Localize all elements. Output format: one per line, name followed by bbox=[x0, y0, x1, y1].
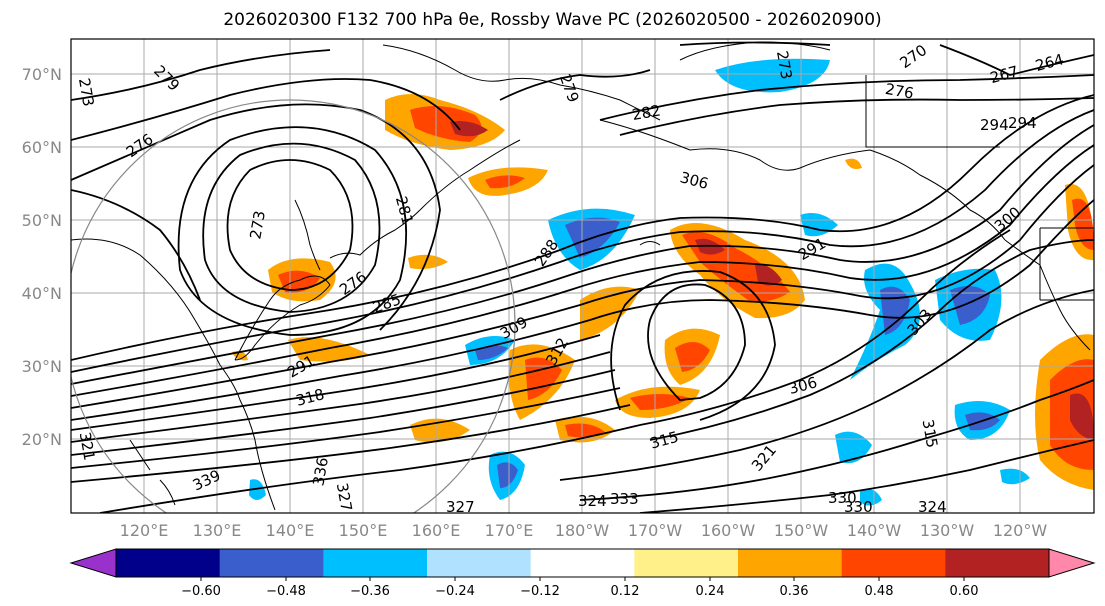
colorbar: −0.60 −0.48 −0.36 −0.24 −0.12 0.12 0.24 … bbox=[69, 548, 1096, 599]
contour-label: 273 bbox=[75, 77, 98, 108]
colorbar-cell bbox=[116, 549, 221, 577]
colorbar-cell bbox=[945, 549, 1050, 577]
map-title: 2026020300 F132 700 hPa θe, Rossby Wave … bbox=[223, 10, 882, 30]
contour-label: 324 bbox=[918, 498, 947, 516]
contour-label: 324 bbox=[578, 492, 607, 510]
lat-label-30n: 30°N bbox=[22, 357, 62, 376]
radius-circle bbox=[71, 99, 516, 513]
colorbar-tick-label: 0.24 bbox=[696, 584, 725, 599]
contour-label: 276 bbox=[884, 80, 915, 103]
colorbar-tick-label: −0.60 bbox=[181, 584, 221, 599]
colorbar-tick-labels: −0.60 −0.48 −0.36 −0.24 −0.12 0.12 0.24 … bbox=[181, 584, 978, 599]
lat-label-50n: 50°N bbox=[22, 211, 62, 230]
lat-label-20n: 20°N bbox=[22, 430, 62, 449]
lon-label: 160°W bbox=[701, 521, 756, 540]
lat-label-60n: 60°N bbox=[22, 138, 62, 157]
lon-labels: 120°E 130°E 140°E 150°E 160°E 170°E 180°… bbox=[120, 521, 1048, 540]
lon-label: 150°W bbox=[774, 521, 829, 540]
lon-label: 170°W bbox=[628, 521, 683, 540]
contour-label: 273 bbox=[246, 209, 269, 240]
colorbar-tick-label: 0.48 bbox=[865, 584, 894, 599]
graticule bbox=[71, 39, 1094, 513]
contour-label: 336 bbox=[309, 456, 332, 487]
colorbar-cell bbox=[219, 549, 324, 577]
colorbar-extend-max bbox=[1048, 548, 1096, 578]
contour-label: 330 bbox=[828, 489, 857, 507]
colorbar-cell bbox=[427, 549, 532, 577]
lon-label: 180°W bbox=[555, 521, 610, 540]
colorbar-tick-label: −0.12 bbox=[520, 584, 560, 599]
contour-label: 273 bbox=[773, 49, 796, 80]
theta-e-contours bbox=[71, 41, 1094, 513]
colorbar-extend-min bbox=[69, 548, 117, 578]
lon-label: 160°E bbox=[412, 521, 461, 540]
contour-label: 294 bbox=[1008, 114, 1037, 132]
colorbar-tick-label: 0.36 bbox=[780, 584, 809, 599]
map-frame bbox=[70, 38, 1095, 514]
contour-label: 321 bbox=[76, 431, 99, 462]
lon-label: 120°W bbox=[993, 521, 1048, 540]
colorbar-cell bbox=[634, 549, 739, 577]
contour-label: 330 bbox=[844, 498, 873, 516]
colorbar-cell bbox=[738, 549, 843, 577]
lon-label: 120°E bbox=[120, 521, 169, 540]
colorbar-tick-label: 0.60 bbox=[950, 584, 979, 599]
colorbar-ticks bbox=[200, 577, 965, 581]
lat-labels: 70°N 60°N 50°N 40°N 30°N 20°N bbox=[22, 65, 62, 449]
lat-label-70n: 70°N bbox=[22, 65, 62, 84]
colorbar-tick-label: −0.24 bbox=[435, 584, 475, 599]
lon-label: 150°E bbox=[339, 521, 388, 540]
lon-label: 130°E bbox=[193, 521, 242, 540]
colorbar-cell bbox=[323, 549, 428, 577]
contour-label: 294 bbox=[980, 116, 1009, 134]
contour-label: 315 bbox=[919, 418, 942, 449]
contour-label: 327 bbox=[446, 498, 475, 516]
colorbar-tick-label: 0.12 bbox=[611, 584, 640, 599]
contour-label: 282 bbox=[631, 101, 662, 124]
colorbar-cell bbox=[841, 549, 946, 577]
lon-label: 170°E bbox=[485, 521, 534, 540]
lon-label: 130°W bbox=[920, 521, 975, 540]
contour-label: 333 bbox=[610, 490, 639, 508]
lon-label: 140°W bbox=[847, 521, 902, 540]
lon-label: 140°E bbox=[266, 521, 315, 540]
colorbar-cell bbox=[530, 549, 635, 577]
contour-label: 327 bbox=[333, 481, 356, 512]
colorbar-tick-label: −0.48 bbox=[266, 584, 306, 599]
colorbar-tick-label: −0.36 bbox=[350, 584, 390, 599]
lat-label-40n: 40°N bbox=[22, 284, 62, 303]
